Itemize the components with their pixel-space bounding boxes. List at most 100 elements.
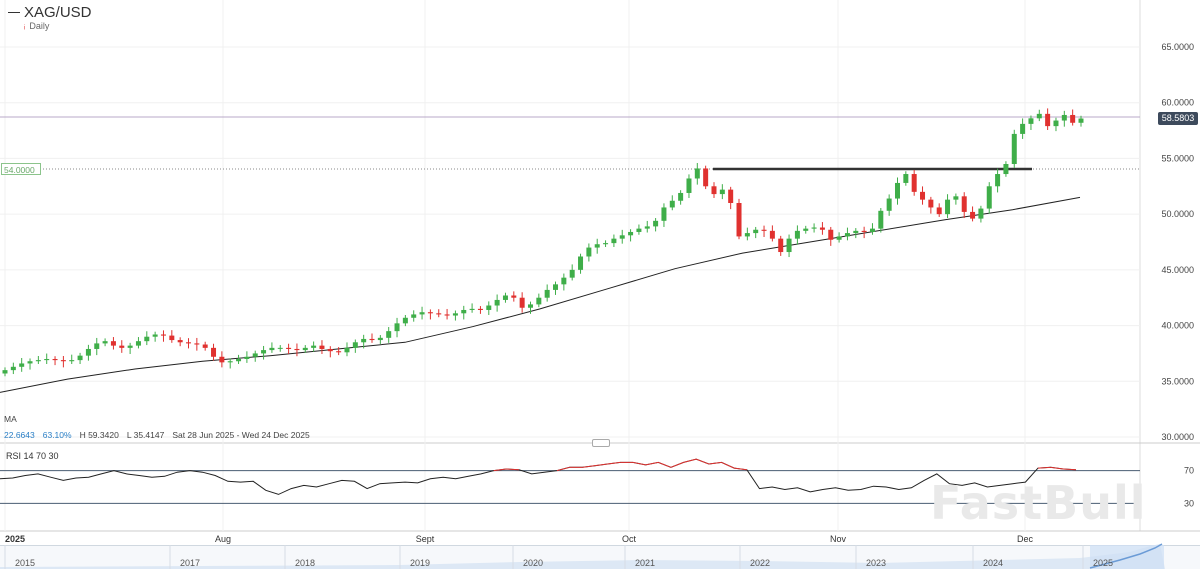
candle-down [444, 314, 450, 316]
y-tick-label: 40.0000 [1161, 321, 1194, 331]
candle-down [769, 230, 775, 239]
candle-down [436, 313, 442, 315]
timeline-area [0, 544, 1165, 569]
rsi-line [0, 458, 1077, 495]
candle-up [636, 228, 642, 232]
candle-up [486, 305, 492, 310]
candle-up [953, 196, 959, 200]
x-tick-label: Nov [830, 534, 847, 544]
candle-up [94, 343, 100, 349]
candle-down [169, 335, 175, 341]
candle-down [728, 189, 734, 203]
candle-down [177, 340, 183, 343]
period-row: ᵢ Daily [24, 21, 92, 31]
candle-up [803, 228, 809, 231]
ma-stats: MA 22.6643 63.10% H 59.3420 L 35.4147 Sa… [4, 414, 310, 440]
rsi-overbought-segment [683, 458, 697, 463]
candle-down [519, 297, 525, 308]
horizontal-level-tag[interactable]: 54.0000 [1, 163, 41, 175]
y-tick-label: 50.0000 [1161, 209, 1194, 219]
rsi-overbought-segment [708, 461, 722, 465]
candle-up [527, 304, 533, 308]
timeline-border [0, 545, 1200, 546]
rsi-overbought-segment [607, 461, 621, 465]
rsi-overbought-segment [721, 461, 735, 469]
candle-down [336, 351, 342, 353]
watermark-logo: FastBull [930, 476, 1147, 530]
rsi-overbought-segment [1037, 466, 1051, 469]
candle-up [244, 356, 250, 359]
candle-up [669, 200, 675, 208]
candle-up [494, 299, 500, 306]
rsi-overbought-segment [493, 468, 507, 472]
period-label: Daily [29, 21, 50, 31]
candle-up [719, 189, 725, 195]
candle-up [894, 182, 900, 199]
candle-up [878, 210, 884, 229]
candle-down [703, 168, 709, 187]
candle-up [419, 312, 425, 315]
candle-down [711, 186, 717, 195]
pane-resize-handle[interactable] [592, 439, 610, 447]
symbol-label: XAG/USD [24, 4, 92, 21]
chart-header: XAG/USD ᵢ Daily [8, 4, 92, 31]
rsi-overbought-segment [506, 468, 520, 471]
timeline-selection-line [1089, 543, 1163, 569]
candle-up [35, 360, 41, 362]
timeline-year-label: 2017 [180, 558, 200, 568]
candle-down [52, 359, 58, 361]
candle-down [861, 230, 867, 232]
candle-up [85, 348, 91, 356]
rsi-overbought-segment [696, 458, 710, 465]
candle-up [694, 168, 700, 179]
candle-up [1036, 113, 1042, 119]
candle-up [102, 341, 108, 344]
candle-up [236, 359, 242, 362]
candle-up [1053, 120, 1059, 127]
candle-up [903, 174, 909, 183]
rsi-tick-30: 30 [1184, 498, 1194, 508]
candle-up [1011, 133, 1017, 164]
candle-down [828, 229, 834, 240]
candle-up [945, 199, 951, 215]
candle-down [219, 356, 225, 363]
candle-up [411, 314, 417, 318]
candle-down [778, 238, 784, 253]
candle-up [135, 341, 141, 346]
candle-down [477, 308, 483, 310]
candle-down [819, 227, 825, 230]
candle-up [27, 361, 33, 364]
candle-down [970, 211, 976, 219]
rsi-label: RSI 14 70 30 [6, 451, 59, 461]
candle-up [986, 186, 992, 209]
candle-up [836, 236, 842, 240]
candle-up [394, 323, 400, 332]
rsi-overbought-segment [645, 461, 659, 466]
x-tick-label: 2025 [5, 534, 25, 544]
candle-up [811, 227, 817, 229]
range-high: H 59.3420 [79, 430, 119, 440]
candle-up [611, 238, 617, 244]
candle-up [678, 192, 684, 201]
symbol-title: XAG/USD [8, 4, 92, 21]
timeline-year-label: 2024 [983, 558, 1003, 568]
x-tick-label: Sept [416, 534, 435, 544]
candle-down [1070, 114, 1076, 123]
rsi-overbought-segment [1063, 468, 1077, 471]
candle-up [753, 229, 759, 234]
candle-up [269, 347, 275, 351]
candle-down [1045, 113, 1051, 127]
timeline-year-label: 2022 [750, 558, 770, 568]
candle-up [744, 233, 750, 237]
candle-up [653, 220, 659, 227]
candle-down [936, 207, 942, 215]
candle-up [227, 361, 233, 363]
ma-name: MA [4, 414, 17, 424]
candle-up [603, 243, 609, 245]
candle-up [10, 366, 16, 371]
candle-up [344, 347, 350, 353]
rsi-overbought-segment [1050, 466, 1064, 470]
candle-up [19, 363, 25, 367]
candle-down [294, 348, 300, 351]
